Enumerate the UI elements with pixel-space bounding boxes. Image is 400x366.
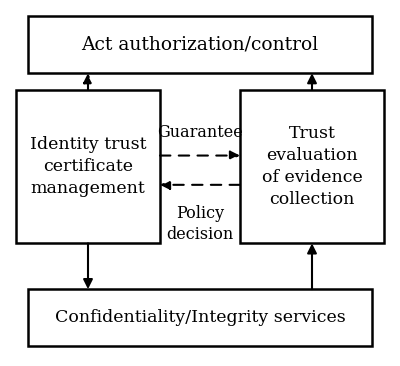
Text: Trust
evaluation
of evidence
collection: Trust evaluation of evidence collection: [262, 125, 362, 208]
Bar: [28, 16, 372, 73]
Text: Policy
decision: Policy decision: [166, 205, 234, 243]
Text: Act authorization/control: Act authorization/control: [82, 36, 318, 54]
Text: Identity trust
certificate
management: Identity trust certificate management: [30, 136, 146, 197]
Text: Guarantee: Guarantee: [157, 124, 243, 141]
Text: Confidentiality/Integrity services: Confidentiality/Integrity services: [55, 309, 345, 326]
Bar: [240, 90, 384, 243]
Bar: [16, 90, 160, 243]
Bar: [28, 289, 372, 346]
